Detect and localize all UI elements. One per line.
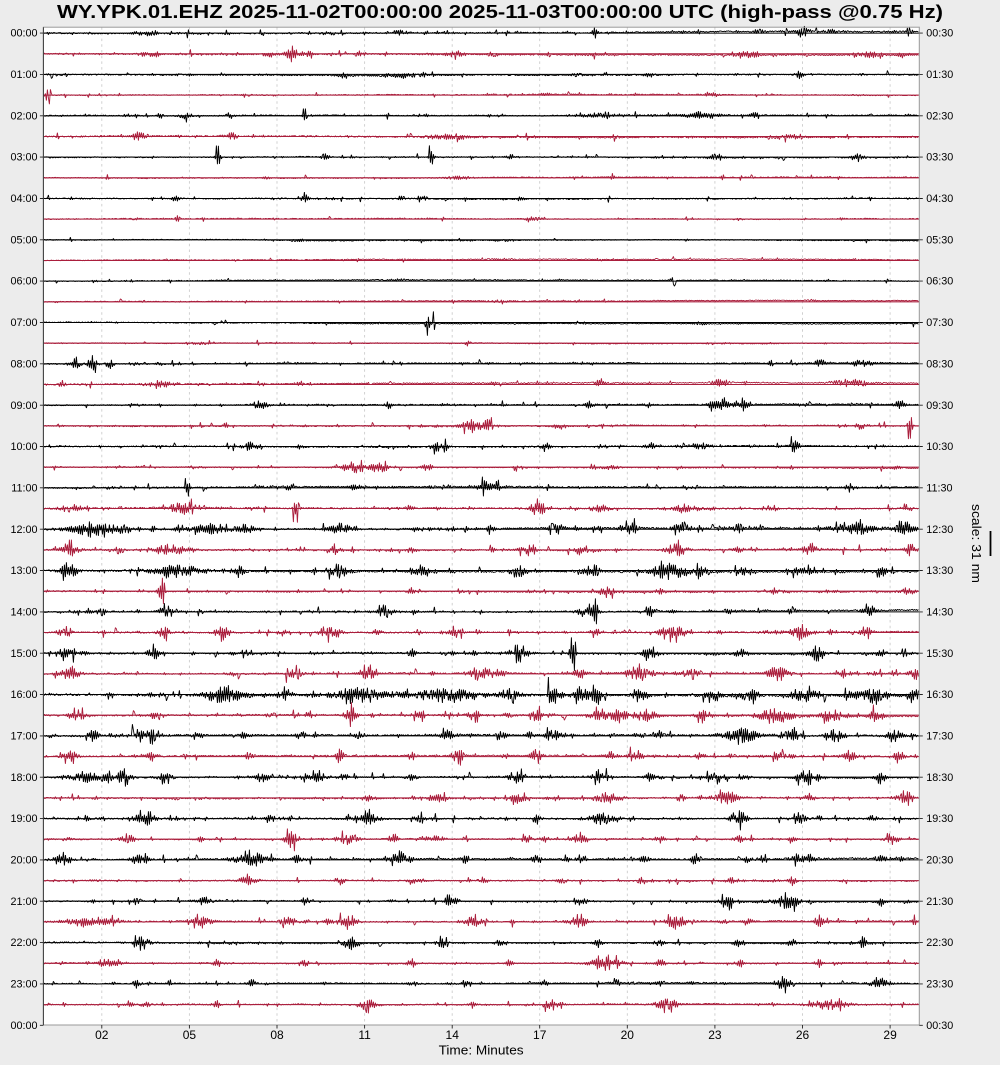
svg-text:14:00: 14:00: [10, 607, 37, 619]
svg-text:23:30: 23:30: [926, 979, 953, 991]
svg-text:08:00: 08:00: [10, 358, 37, 370]
svg-text:06:00: 06:00: [10, 276, 37, 288]
svg-text:22:30: 22:30: [926, 937, 953, 949]
svg-text:03:30: 03:30: [926, 152, 953, 164]
svg-text:01:00: 01:00: [10, 69, 37, 81]
svg-text:18:00: 18:00: [10, 772, 37, 784]
svg-text:20: 20: [621, 1028, 635, 1042]
svg-text:03:00: 03:00: [10, 152, 37, 164]
svg-text:06:30: 06:30: [926, 276, 953, 288]
svg-text:16:00: 16:00: [10, 689, 37, 701]
svg-text:10:00: 10:00: [10, 441, 37, 453]
svg-text:02:30: 02:30: [926, 110, 953, 122]
svg-text:05:00: 05:00: [10, 234, 37, 246]
svg-text:09:00: 09:00: [10, 400, 37, 412]
svg-text:19:00: 19:00: [10, 813, 37, 825]
svg-text:17:00: 17:00: [10, 731, 37, 743]
svg-text:08: 08: [270, 1028, 284, 1042]
svg-text:14:30: 14:30: [926, 607, 953, 619]
svg-text:05:30: 05:30: [926, 234, 953, 246]
svg-text:10:30: 10:30: [926, 441, 953, 453]
svg-text:07:30: 07:30: [926, 317, 953, 329]
svg-text:09:30: 09:30: [926, 400, 953, 412]
svg-text:05: 05: [183, 1028, 197, 1042]
svg-text:04:30: 04:30: [926, 193, 953, 205]
svg-text:00:00: 00:00: [10, 28, 37, 40]
svg-text:04:00: 04:00: [10, 193, 37, 205]
svg-text:11:00: 11:00: [11, 482, 37, 494]
svg-text:12:30: 12:30: [926, 524, 953, 536]
svg-text:02:00: 02:00: [10, 110, 37, 122]
svg-text:00:30: 00:30: [926, 1020, 953, 1032]
svg-text:WY.YPK.01.EHZ 2025-11-02T00:00: WY.YPK.01.EHZ 2025-11-02T00:00:00 2025-1…: [57, 1, 943, 22]
svg-text:23:00: 23:00: [10, 979, 37, 991]
svg-text:18:30: 18:30: [926, 772, 953, 784]
svg-text:12:00: 12:00: [10, 524, 37, 536]
svg-text:21:30: 21:30: [926, 896, 953, 908]
svg-text:15:30: 15:30: [926, 648, 953, 660]
svg-text:22:00: 22:00: [10, 937, 37, 949]
svg-text:19:30: 19:30: [926, 813, 953, 825]
svg-text:00:30: 00:30: [926, 28, 953, 40]
svg-text:15:00: 15:00: [10, 648, 37, 660]
svg-text:07:00: 07:00: [10, 317, 37, 329]
svg-text:13:00: 13:00: [10, 565, 37, 577]
svg-text:16:30: 16:30: [926, 689, 953, 701]
svg-text:20:30: 20:30: [926, 855, 953, 867]
svg-text:23: 23: [708, 1028, 722, 1042]
svg-text:21:00: 21:00: [10, 896, 37, 908]
svg-text:02: 02: [95, 1028, 109, 1042]
svg-text:14: 14: [446, 1028, 460, 1042]
svg-text:17: 17: [533, 1028, 547, 1042]
svg-text:00:00: 00:00: [10, 1020, 37, 1032]
svg-text:11:30: 11:30: [926, 482, 952, 494]
svg-text:Time: Minutes: Time: Minutes: [439, 1044, 524, 1058]
svg-text:17:30: 17:30: [926, 731, 953, 743]
svg-text:08:30: 08:30: [926, 358, 953, 370]
svg-text:29: 29: [883, 1028, 897, 1042]
svg-text:20:00: 20:00: [10, 855, 37, 867]
svg-text:13:30: 13:30: [926, 565, 953, 577]
svg-text:11: 11: [358, 1028, 371, 1042]
svg-text:01:30: 01:30: [926, 69, 953, 81]
svg-text:26: 26: [796, 1028, 810, 1042]
svg-text:scale: 31 nm: scale: 31 nm: [969, 504, 984, 583]
